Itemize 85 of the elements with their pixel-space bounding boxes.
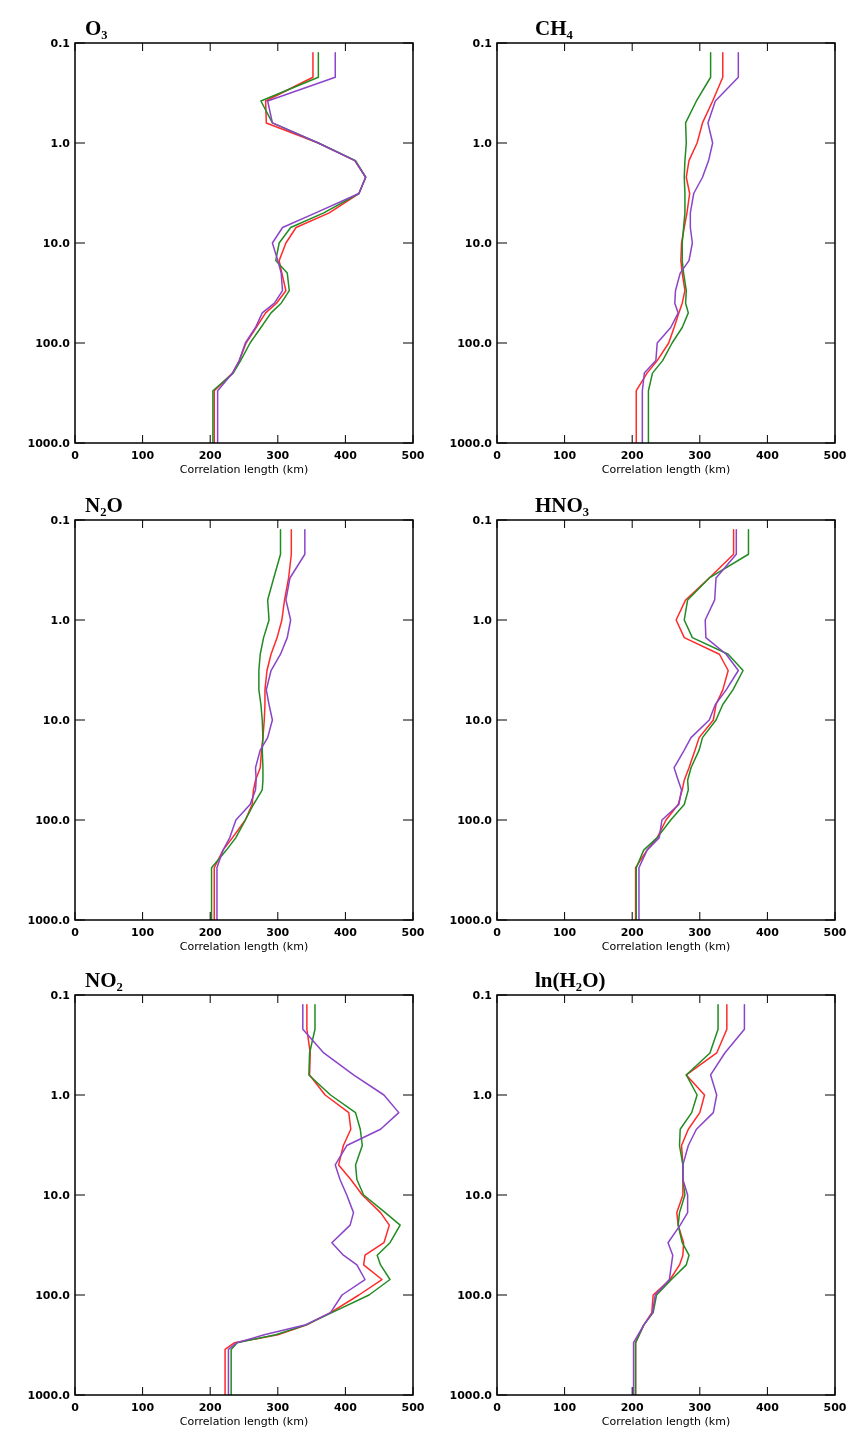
y-tick-label: 1.0 (472, 137, 493, 150)
x-tick-label: 500 (401, 449, 425, 462)
chart-title: CH₄ (535, 16, 574, 40)
x-axis-title: Correlation length (km) (179, 1415, 309, 1428)
y-tick-label: 1000.0 (449, 437, 493, 450)
y-tick-label: 0.1 (472, 37, 492, 50)
line-series (647, 51, 712, 443)
x-tick-label: 100 (553, 926, 577, 939)
y-tick-label: 1000.0 (27, 914, 71, 927)
y-tick-label: 1000.0 (449, 914, 493, 927)
line-series (641, 51, 740, 443)
line-series (632, 1003, 746, 1395)
x-tick-label: 0 (71, 1401, 80, 1414)
y-tick-label: 1.0 (472, 1089, 493, 1102)
y-tick-label: 0.1 (50, 37, 70, 50)
y-tick-label: 100.0 (457, 814, 493, 827)
y-tick-label: 0.1 (50, 989, 70, 1002)
y-tick-label: 1.0 (472, 614, 493, 627)
x-tick-label: 200 (620, 926, 645, 939)
y-tick-label: 1.0 (50, 1089, 71, 1102)
x-tick-label: 100 (553, 1401, 577, 1414)
y-tick-label: 0.1 (50, 514, 70, 527)
y-tick-label: 1000.0 (27, 437, 71, 450)
x-tick-label: 200 (620, 449, 645, 462)
x-tick-label: 200 (620, 1401, 645, 1414)
x-axis-title: Correlation length (km) (601, 1415, 731, 1428)
x-tick-label: 400 (755, 926, 780, 939)
x-tick-label: 0 (71, 449, 80, 462)
x-axis-title: Correlation length (km) (179, 463, 309, 476)
x-tick-label: 500 (401, 1401, 425, 1414)
x-tick-label: 300 (688, 926, 712, 939)
chart-title: HNO₃ (535, 493, 590, 517)
y-tick-label: 100.0 (35, 814, 71, 827)
y-tick-label: 100.0 (457, 1289, 493, 1302)
x-tick-label: 500 (823, 1401, 847, 1414)
y-tick-label: 1000.0 (27, 1389, 71, 1402)
x-tick-label: 100 (553, 449, 577, 462)
x-tick-label: 300 (266, 1401, 290, 1414)
x-tick-label: 400 (755, 1401, 780, 1414)
x-tick-label: 300 (266, 449, 290, 462)
y-tick-label: 10.0 (42, 1189, 71, 1202)
x-tick-label: 200 (198, 449, 223, 462)
x-tick-label: 100 (131, 449, 155, 462)
x-tick-label: 0 (493, 926, 502, 939)
line-series (216, 528, 306, 920)
x-tick-label: 100 (131, 926, 155, 939)
y-tick-label: 10.0 (464, 1189, 493, 1202)
x-tick-label: 0 (493, 1401, 502, 1414)
chart-title: ln(H₂O) (535, 968, 606, 992)
line-series (635, 51, 724, 443)
y-tick-label: 1.0 (50, 137, 71, 150)
line-series (210, 528, 282, 920)
x-axis-title: Correlation length (km) (601, 940, 731, 953)
y-tick-label: 1000.0 (449, 1389, 493, 1402)
x-tick-label: 500 (823, 449, 847, 462)
x-tick-label: 500 (823, 926, 847, 939)
line-series (213, 528, 293, 920)
x-tick-label: 200 (198, 1401, 223, 1414)
y-tick-label: 100.0 (457, 337, 493, 350)
x-tick-label: 400 (333, 926, 358, 939)
x-axis-title: Correlation length (km) (179, 940, 309, 953)
y-tick-label: 10.0 (464, 237, 493, 250)
x-tick-label: 0 (493, 449, 502, 462)
x-tick-label: 500 (401, 926, 425, 939)
x-tick-label: 400 (333, 449, 358, 462)
y-tick-label: 10.0 (42, 714, 71, 727)
y-tick-label: 0.1 (472, 514, 492, 527)
x-tick-label: 0 (71, 926, 80, 939)
x-tick-label: 400 (333, 1401, 358, 1414)
x-tick-label: 300 (266, 926, 290, 939)
x-tick-label: 400 (755, 449, 780, 462)
x-tick-label: 300 (688, 1401, 712, 1414)
x-tick-label: 300 (688, 449, 712, 462)
y-tick-label: 100.0 (35, 337, 71, 350)
chart-title: NO₂ (85, 968, 123, 992)
y-tick-label: 1.0 (50, 614, 71, 627)
x-tick-label: 200 (198, 926, 223, 939)
chart-title: O₃ (85, 16, 108, 40)
chart-title: N₂O (85, 493, 123, 517)
x-tick-label: 100 (131, 1401, 155, 1414)
y-tick-label: 10.0 (464, 714, 493, 727)
x-axis-title: Correlation length (km) (601, 463, 731, 476)
y-tick-label: 0.1 (472, 989, 492, 1002)
y-tick-label: 10.0 (42, 237, 71, 250)
y-tick-label: 100.0 (35, 1289, 71, 1302)
